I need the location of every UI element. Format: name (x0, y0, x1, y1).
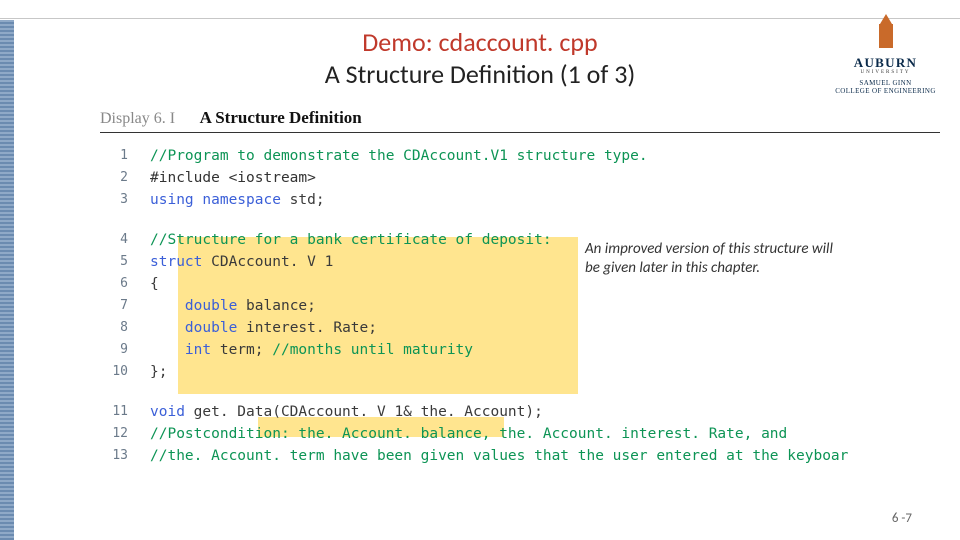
code-content: //the. Account. term have been given val… (150, 445, 848, 467)
code-line: 10}; (100, 361, 930, 383)
page-number: 6 -7 (892, 511, 912, 526)
line-number: 9 (100, 339, 150, 361)
logo-college: SAMUEL GINN COLLEGE OF ENGINEERING (833, 79, 938, 96)
code-content: double balance; (150, 295, 316, 317)
code-content: }; (150, 361, 167, 383)
code-line: 1//Program to demonstrate the CDAccount.… (100, 145, 930, 167)
code-line: 11void get. Data(CDAccount. V 1& the. Ac… (100, 401, 930, 423)
code-block-1: 1//Program to demonstrate the CDAccount.… (100, 145, 930, 211)
code-content: void get. Data(CDAccount. V 1& the. Acco… (150, 401, 543, 423)
title-line-1: Demo: cdaccount. cpp (0, 26, 960, 58)
line-number: 1 (100, 145, 150, 167)
line-number: 6 (100, 273, 150, 295)
line-number: 2 (100, 167, 150, 189)
line-number: 3 (100, 189, 150, 211)
university-logo: AUBURN UNIVERSITY SAMUEL GINN COLLEGE OF… (833, 24, 938, 96)
code-line: 8 double interest. Rate; (100, 317, 930, 339)
logo-tower-icon (879, 24, 893, 48)
title-line-2: A Structure Definition (1 of 3) (0, 58, 960, 90)
line-number: 11 (100, 401, 150, 423)
logo-name: AUBURN (833, 55, 938, 71)
code-line: 2#include <iostream> (100, 167, 930, 189)
line-number: 4 (100, 229, 150, 251)
line-number: 7 (100, 295, 150, 317)
code-line: 3using namespace std; (100, 189, 930, 211)
left-side-stripe (0, 20, 14, 540)
code-line: 7 double balance; (100, 295, 930, 317)
slide-header: Demo: cdaccount. cpp A Structure Definit… (0, 26, 960, 90)
display-title: A Structure Definition (200, 108, 362, 127)
display-header: Display 6. I A Structure Definition (100, 108, 940, 133)
code-content: int term; //months until maturity (150, 339, 473, 361)
code-content: using namespace std; (150, 189, 325, 211)
line-number: 8 (100, 317, 150, 339)
line-number: 12 (100, 423, 150, 445)
code-content: struct CDAccount. V 1 (150, 251, 333, 273)
code-content: //Postcondition: the. Account. balance, … (150, 423, 787, 445)
code-line: 9 int term; //months until maturity (100, 339, 930, 361)
logo-sub: UNIVERSITY (833, 70, 938, 75)
top-rule (0, 18, 960, 19)
line-number: 10 (100, 361, 150, 383)
code-line: 12//Postcondition: the. Account. balance… (100, 423, 930, 445)
code-content: { (150, 273, 159, 295)
code-content: double interest. Rate; (150, 317, 377, 339)
code-content: //Structure for a bank certificate of de… (150, 229, 552, 251)
code-content: #include <iostream> (150, 167, 316, 189)
code-line: 13//the. Account. term have been given v… (100, 445, 930, 467)
line-number: 5 (100, 251, 150, 273)
code-content: //Program to demonstrate the CDAccount.V… (150, 145, 648, 167)
side-annotation: An improved version of this structure wi… (585, 240, 845, 278)
display-label: Display 6. I (100, 110, 196, 128)
code-listing: 1//Program to demonstrate the CDAccount.… (100, 145, 930, 485)
code-block-3: 11void get. Data(CDAccount. V 1& the. Ac… (100, 401, 930, 467)
line-number: 13 (100, 445, 150, 467)
